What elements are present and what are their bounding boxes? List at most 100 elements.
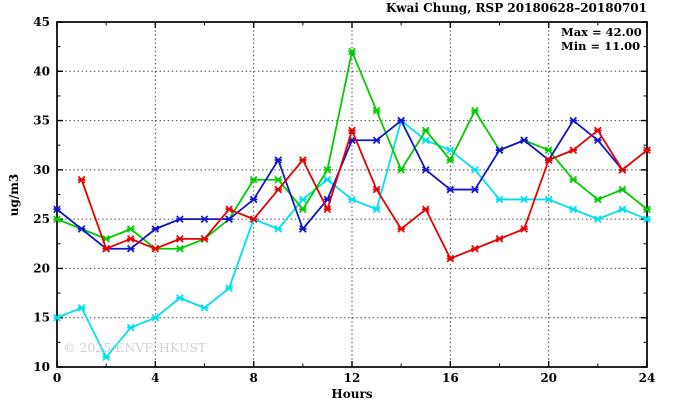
marker-blue-line (176, 215, 184, 223)
marker-green-line (274, 175, 283, 184)
marker-cyan-line (102, 353, 110, 361)
marker-green-line (397, 166, 405, 174)
marker-blue-line (495, 146, 504, 154)
marker-blue-line (249, 195, 258, 204)
marker-red-line (495, 235, 504, 243)
marker-blue-line (421, 166, 430, 174)
marker-green-line (446, 156, 455, 164)
marker-blue-line (77, 225, 86, 233)
marker-red-line (77, 175, 86, 184)
x-tick-label: 20 (540, 371, 557, 385)
marker-red-line (323, 205, 332, 214)
marker-cyan-line (200, 304, 209, 312)
y-tick-label: 25 (33, 212, 50, 226)
marker-cyan-line (471, 166, 479, 174)
marker-green-line (126, 225, 135, 233)
marker-red-line (446, 254, 455, 263)
marker-green-line (544, 146, 553, 154)
marker-green-line (372, 106, 381, 115)
marker-green-line (323, 166, 332, 174)
marker-cyan-line (643, 215, 651, 223)
y-tick-label: 35 (33, 114, 50, 128)
x-tick-label: 12 (344, 371, 361, 385)
y-axis-label: ug/m3 (7, 173, 21, 217)
y-tick-label: 45 (33, 15, 50, 29)
marker-red-line (544, 156, 553, 164)
marker-blue-line (594, 136, 602, 145)
marker-blue-line (471, 185, 479, 194)
marker-green-line (569, 175, 578, 184)
marker-blue-line (274, 156, 283, 164)
marker-red-line (200, 235, 209, 243)
marker-green-line (594, 195, 602, 204)
x-tick-label: 4 (151, 371, 159, 385)
marker-blue-line (151, 225, 160, 233)
marker-cyan-line (323, 175, 332, 184)
marker-blue-line (397, 116, 405, 125)
marker-blue-line (569, 116, 578, 125)
marker-red-line (471, 244, 479, 253)
marker-green-line (249, 175, 258, 184)
marker-cyan-line (372, 205, 381, 214)
marker-green-line (471, 106, 479, 115)
marker-green-line (421, 126, 430, 135)
chart-title: Kwai Chung, RSP 20180628–20180701 (385, 1, 647, 15)
marker-cyan-line (225, 284, 233, 292)
marker-cyan-line (299, 195, 307, 204)
marker-blue-line (446, 185, 455, 194)
marker-red-line (372, 185, 381, 194)
marker-red-line (643, 146, 651, 154)
y-tick-label: 15 (33, 311, 50, 325)
marker-cyan-line (53, 313, 61, 322)
marker-cyan-line (348, 195, 356, 204)
min-value-label: Min = 11.00 (561, 39, 641, 53)
marker-red-line (225, 205, 233, 214)
marker-blue-line (520, 136, 528, 145)
marker-green-line (348, 47, 356, 56)
watermark-text: © 2025 ENVF, HKUST (63, 340, 207, 355)
marker-cyan-line (151, 313, 160, 322)
marker-red-line (176, 235, 184, 243)
max-value-label: Max = 42.00 (561, 25, 642, 39)
marker-cyan-line (569, 205, 578, 214)
y-tick-label: 20 (33, 261, 50, 275)
marker-red-line (151, 244, 160, 253)
x-tick-label: 16 (442, 371, 459, 385)
marker-cyan-line (618, 205, 627, 214)
marker-blue-line (225, 215, 233, 223)
marker-red-line (102, 244, 110, 253)
marker-red-line (348, 126, 356, 135)
marker-green-line (299, 205, 307, 214)
marker-cyan-line (421, 136, 430, 145)
marker-red-line (249, 215, 258, 223)
marker-red-line (618, 166, 627, 174)
y-tick-label: 10 (33, 360, 50, 374)
marker-green-line (53, 215, 61, 223)
marker-blue-line (299, 225, 307, 233)
marker-cyan-line (274, 225, 283, 233)
marker-red-line (126, 235, 135, 243)
marker-red-line (274, 185, 283, 194)
x-tick-label: 0 (53, 371, 61, 385)
marker-cyan-line (446, 146, 455, 154)
maxmin-annotation: Max = 42.00 Min = 11.00 (561, 25, 642, 53)
marker-cyan-line (176, 294, 184, 302)
marker-cyan-line (520, 195, 528, 204)
y-tick-label: 30 (33, 163, 50, 177)
marker-blue-line (126, 244, 135, 253)
marker-red-line (520, 225, 528, 233)
marker-red-line (594, 126, 602, 135)
x-axis-label: Hours (331, 387, 373, 401)
marker-red-line (299, 156, 307, 164)
marker-red-line (569, 146, 578, 154)
x-tick-label: 8 (249, 371, 257, 385)
marker-blue-line (53, 205, 61, 214)
marker-red-line (397, 225, 405, 233)
marker-blue-line (372, 136, 381, 145)
marker-cyan-line (495, 195, 504, 204)
marker-blue-line (200, 215, 209, 223)
marker-cyan-line (126, 323, 135, 332)
marker-cyan-line (544, 195, 553, 204)
